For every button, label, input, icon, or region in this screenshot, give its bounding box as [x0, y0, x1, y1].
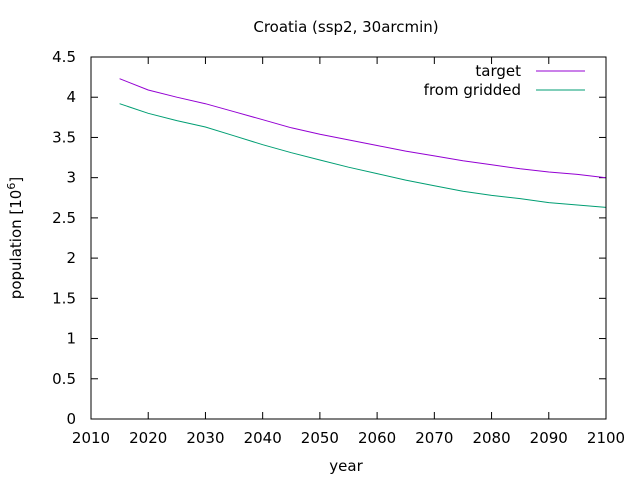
legend-label: from gridded — [424, 81, 521, 99]
chart-title: Croatia (ssp2, 30arcmin) — [253, 18, 438, 36]
y-tick-label: 1 — [66, 330, 76, 348]
y-axis-label: population [106] — [5, 177, 25, 299]
y-tick-label: 4 — [66, 88, 76, 106]
series-line-2 — [119, 103, 607, 208]
y-tick-label: 3 — [66, 169, 76, 187]
x-tick-label: 2060 — [358, 429, 396, 447]
y-tick-label: 1.5 — [52, 289, 76, 307]
x-tick-label: 2100 — [587, 429, 625, 447]
y-axis-label-main: population [10 — [7, 190, 25, 300]
x-tick-label: 2010 — [72, 429, 110, 447]
legend-label: target — [475, 62, 521, 80]
x-axis-label: year — [329, 457, 363, 475]
ticks: 2010 2020 2030 2040 2050 2060 2070 2080 2090 2100… — [52, 48, 625, 447]
y-tick-label: 3.5 — [52, 128, 76, 146]
y-tick-label: 0 — [66, 410, 76, 428]
plot-frame — [90, 56, 607, 420]
x-tick-label: 2030 — [186, 429, 224, 447]
series-line-1 — [119, 78, 607, 179]
y-tick-label: 0.5 — [52, 370, 76, 388]
x-tick-label: 2020 — [129, 429, 167, 447]
y-tick-label: 4.5 — [52, 48, 76, 66]
series-lines — [119, 78, 607, 208]
y-tick-label: 2.5 — [52, 209, 76, 227]
x-tick-label: 2070 — [415, 429, 453, 447]
x-tick-label: 2040 — [244, 429, 282, 447]
y-tick-label: 2 — [66, 249, 76, 267]
x-tick-label: 2090 — [530, 429, 568, 447]
x-tick-label: 2080 — [472, 429, 510, 447]
y-axis-label-exponent: 6 — [5, 183, 18, 190]
x-tick-label: 2050 — [301, 429, 339, 447]
y-axis-label-close: ] — [7, 177, 25, 183]
